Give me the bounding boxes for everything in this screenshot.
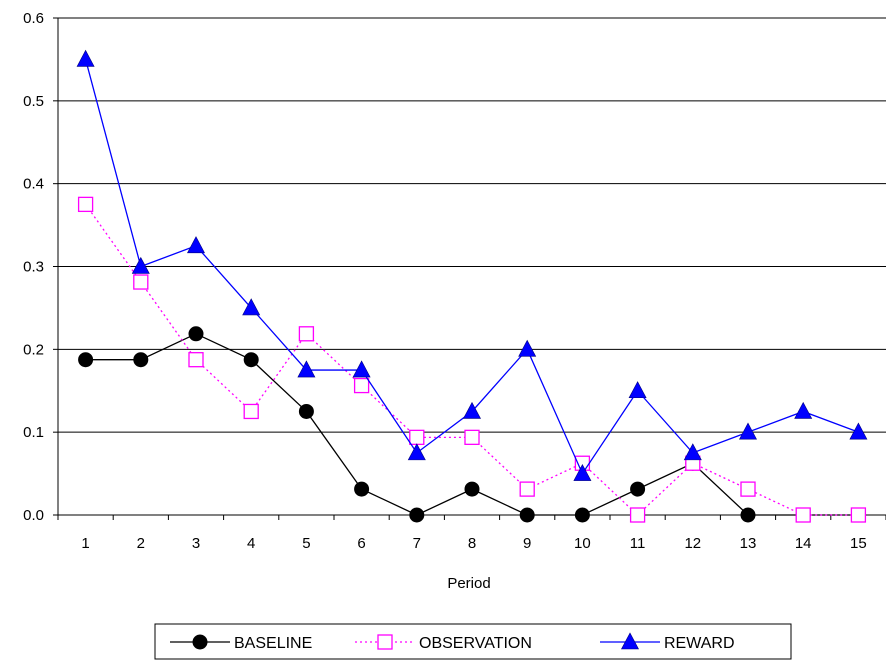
x-tick-label: 5 [302,535,310,552]
data-point [187,236,205,254]
data-point [630,481,646,497]
data-point [739,422,757,440]
data-point [76,49,95,67]
y-tick-label: 0.4 [23,176,44,193]
data-point [464,481,480,497]
legend-entry: OBSERVATION [355,634,532,652]
x-tick-label: 14 [795,535,812,552]
x-tick-label: 7 [413,535,421,552]
x-tick-label: 10 [574,535,591,552]
data-point [740,481,756,497]
legend-box [154,623,792,660]
data-point [628,381,647,399]
legend-marker [621,632,639,650]
y-tick-labels: 0.0 0.1 0.2 0.3 0.4 0.5 0.6 [23,10,44,524]
data-point [409,507,425,523]
series-line [85,203,859,516]
legend: BASELINE OBSERVATION REWARD [154,623,792,660]
data-point [354,481,370,497]
data-point [463,401,481,419]
data-point [850,507,867,523]
data-point [298,403,314,419]
data-point [188,352,204,368]
x-tick-label: 8 [468,535,476,552]
x-tick-label: 15 [850,535,867,552]
data-point [353,377,370,394]
data-point [243,403,259,420]
data-point [78,352,94,368]
x-tick-label: 2 [137,535,145,552]
series-reward [76,49,868,481]
x-tick-label: 12 [684,535,701,552]
data-point [188,326,204,342]
x-tick-label: 11 [630,535,646,552]
y-tick-label: 0.3 [23,259,44,276]
data-point [243,352,259,368]
data-point [131,256,150,274]
data-point [794,401,813,419]
legend-label: OBSERVATION [419,635,532,652]
data-point [352,360,371,378]
series-group [76,49,868,523]
data-point [407,443,426,461]
x-axis-title: Period [447,575,490,592]
legend-entry: REWARD [600,632,735,652]
data-point [519,481,535,497]
legend-marker [192,634,208,650]
data-point [740,507,756,523]
legend-label: BASELINE [234,635,312,652]
y-tick-label: 0.2 [23,341,44,358]
data-point [298,326,315,342]
y-tick-label: 0.6 [23,10,44,27]
data-point [519,507,535,523]
x-tick-label: 3 [192,535,200,552]
data-point [574,507,590,523]
data-point [518,339,537,357]
y-tick-label: 0.0 [23,507,44,524]
x-tick-label: 13 [740,535,757,552]
x-tick-label: 9 [523,535,531,552]
data-point [573,463,592,481]
legend-marker [377,634,393,650]
data-point [464,429,480,445]
x-tick-label: 6 [357,535,365,552]
gridlines [58,17,886,433]
y-tick-label: 0.5 [23,93,44,110]
data-point [849,422,868,440]
data-point [297,360,316,378]
legend-label: REWARD [664,635,735,652]
data-point [683,443,702,461]
data-point [242,298,261,316]
series-observation [77,196,867,523]
y-tick-label: 0.1 [23,424,44,441]
x-tick-labels: 1 2 3 4 5 6 7 8 9 10 11 12 13 14 15 [81,535,866,552]
legend-entry: BASELINE [170,634,312,652]
data-point [133,352,149,368]
data-point [133,274,149,290]
data-point [629,507,646,523]
data-point [795,507,811,523]
data-point [409,429,425,445]
x-tick-label: 1 [81,535,89,552]
x-tick-label: 4 [247,535,255,552]
data-point [77,196,94,213]
